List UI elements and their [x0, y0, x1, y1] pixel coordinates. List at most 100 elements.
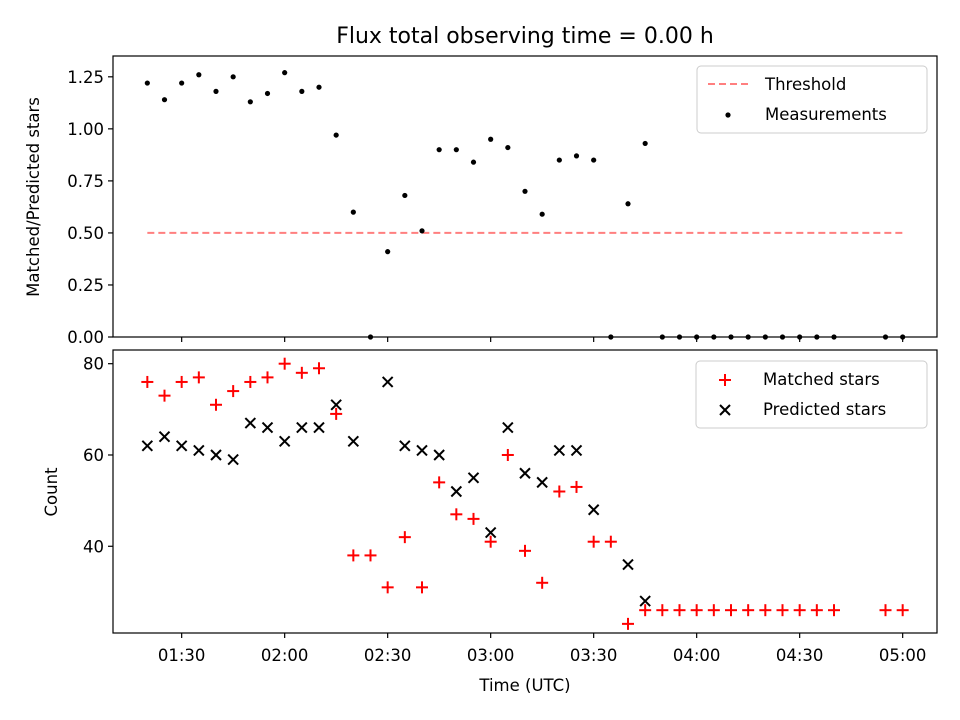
legend-predicted-label: Predicted stars [763, 400, 886, 419]
predicted-star-stroke [553, 444, 566, 457]
predicted-star-point [450, 485, 463, 498]
measurement-point [282, 70, 288, 76]
measurement-point [350, 209, 356, 215]
predicted-star-point [553, 444, 566, 457]
legend-predicted-marker [719, 404, 731, 416]
predicted-star-stroke [296, 421, 308, 434]
bottom-y-tick-label: 60 [83, 446, 104, 465]
predicted-star-point [227, 453, 239, 466]
predicted-star-stroke [433, 449, 445, 461]
measurement-point [642, 140, 648, 147]
predicted-star-stroke [484, 526, 497, 539]
predicted-star-point [433, 449, 445, 461]
matched-star-point [604, 535, 617, 548]
predicted-star-point [193, 444, 205, 457]
matched-star-point [450, 508, 463, 521]
predicted-star-stroke [261, 421, 274, 434]
matched-star-point [810, 604, 823, 617]
predicted-star-point [484, 526, 497, 539]
measurement-point [539, 211, 545, 217]
matched-star-point [690, 604, 703, 617]
predicted-star-point [399, 440, 411, 452]
measurement-point [402, 192, 408, 199]
predicted-star-point [141, 440, 154, 452]
predicted-star-point [244, 417, 257, 429]
measurement-point [488, 136, 494, 142]
predicted-star-point [570, 444, 583, 457]
matched-star-point [622, 617, 634, 630]
predicted-star-stroke [347, 435, 360, 447]
x-tick-label: 01:30 [158, 646, 206, 665]
predicted-star-point [639, 595, 651, 607]
matched-star-point [210, 398, 222, 411]
measurement-point [299, 88, 305, 94]
matched-star-point [639, 604, 652, 617]
legend-measurements-marker [725, 112, 731, 118]
matched-star-point [295, 366, 308, 379]
bottom-x-axis: 01:30 02:00 02:30 03:00 03:30 04:00 04:30 05:00 [158, 633, 927, 665]
predicted-star-point [381, 376, 394, 388]
top-legend-box [696, 65, 928, 134]
top-axes-frame [112, 55, 938, 338]
predicted-star-stroke [381, 376, 394, 388]
measurement-point [591, 157, 597, 163]
predicted-star-stroke [502, 421, 514, 434]
matched-star-point [673, 604, 686, 617]
measurement-point [144, 80, 150, 86]
top-y-tick-label: 0.75 [67, 172, 104, 191]
matched-star-point [553, 485, 566, 498]
predicted-star-stroke [330, 399, 342, 411]
matched-star-point [278, 357, 291, 370]
measurement-point [470, 159, 477, 165]
measurement-point [436, 147, 442, 153]
matched-star-point [141, 375, 154, 388]
predicted-star-stroke [622, 558, 634, 571]
matched-star-point [759, 604, 772, 617]
measurement-point [625, 201, 631, 207]
measurement-point [573, 153, 580, 159]
matched-star-point [192, 371, 205, 384]
bottom-axes-frame [112, 349, 938, 634]
top-y-tick-label: 1.00 [67, 120, 104, 139]
predicted-star-point [158, 431, 171, 443]
predicted-star-stroke [313, 421, 325, 434]
matched-star-point [175, 375, 188, 388]
matched-star-point [879, 604, 892, 617]
x-tick-label: 03:30 [570, 646, 618, 665]
matched-star-point [433, 476, 446, 489]
predicted-star-point [330, 399, 342, 411]
matched-star-point [364, 549, 377, 562]
predicted-star-point [175, 440, 188, 452]
x-tick-label: 05:00 [879, 646, 927, 665]
matched-star-point [707, 604, 720, 617]
chart-title: Flux total observing time = 0.00 h [336, 24, 714, 49]
predicted-star-point [416, 444, 428, 457]
matched-star-point [244, 375, 257, 388]
matched-star-point [381, 581, 394, 594]
matched-star-point [793, 604, 806, 617]
matched-star-point [347, 549, 360, 562]
predicted-star-point [519, 467, 531, 479]
legend-matched-label: Matched stars [763, 370, 880, 389]
matched-star-point [519, 544, 531, 557]
top-y-tick-label: 0.50 [67, 224, 104, 243]
bottom-legend-box [695, 360, 928, 429]
predicted-star-stroke [639, 595, 651, 607]
top-y-axis: 0.00 0.25 0.50 0.75 1.00 1.25 [67, 68, 113, 347]
predicted-star-point [502, 421, 514, 434]
legend-measurements-label: Measurements [765, 105, 887, 124]
matched-star-point [313, 362, 325, 375]
matched-star-point [725, 604, 737, 617]
predicted-star-stroke [536, 476, 548, 489]
predicted-star-point [261, 421, 274, 434]
measurement-point [419, 228, 425, 234]
predicted-star-point [296, 421, 308, 434]
measurement-point [522, 188, 528, 194]
predicted-star-stroke [158, 431, 171, 443]
bottom-legend: Matched stars Predicted stars [695, 360, 928, 429]
predicted-star-stroke [416, 444, 428, 457]
predicted-star-point [210, 449, 222, 461]
predicted-star-stroke [278, 435, 291, 447]
predicted-star-stroke [519, 467, 531, 479]
